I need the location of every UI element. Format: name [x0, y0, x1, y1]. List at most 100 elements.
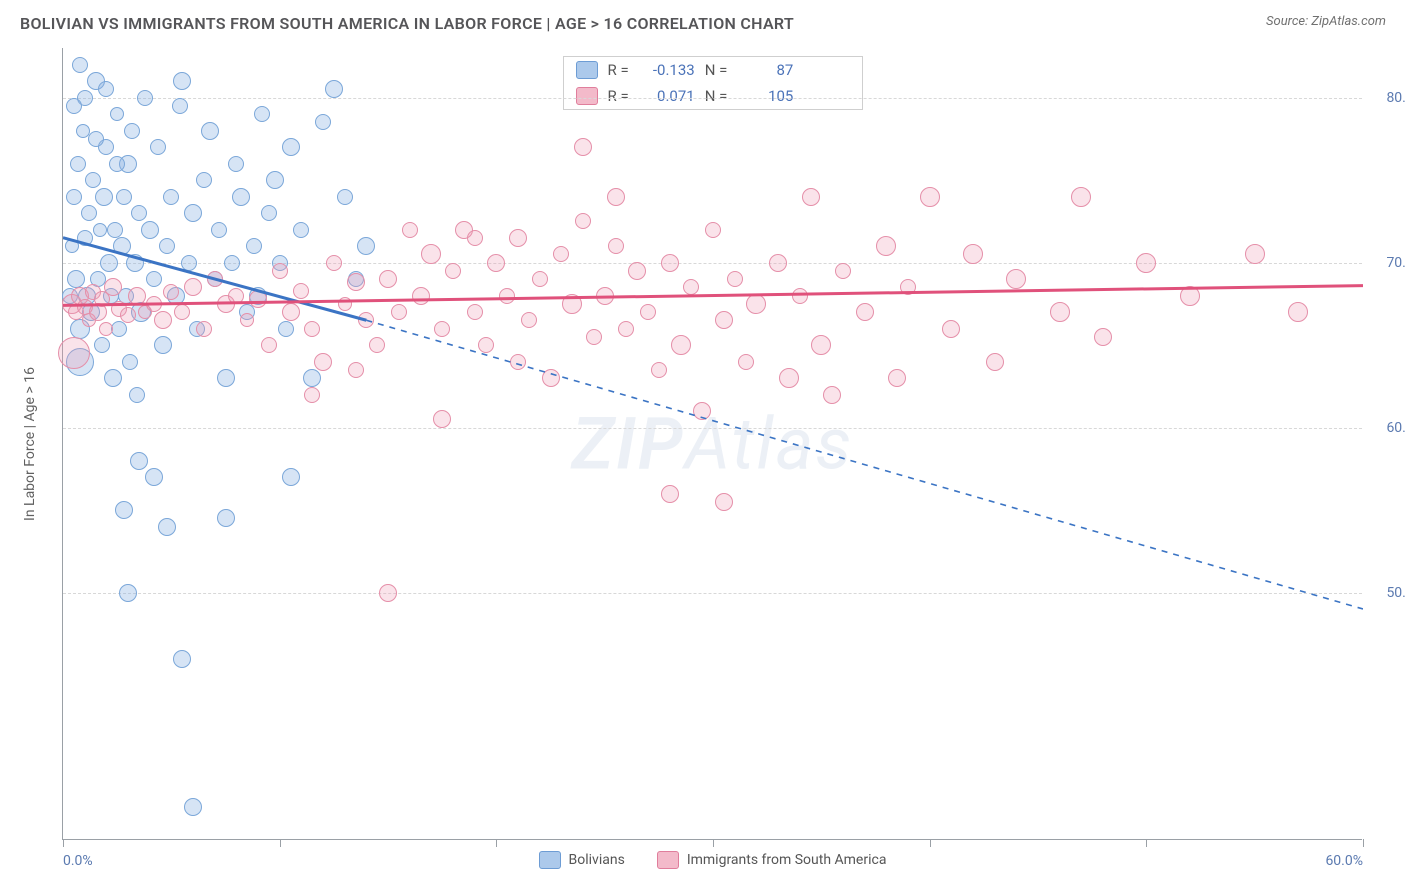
x-tick-mark — [930, 839, 931, 847]
scatter-point — [986, 353, 1004, 371]
y-tick-label: 50.0% — [1386, 585, 1406, 601]
scatter-point — [137, 90, 153, 106]
scatter-point — [173, 72, 191, 90]
scatter-point — [107, 222, 123, 238]
swatch-pink-icon — [657, 851, 679, 869]
scatter-point — [181, 255, 197, 271]
scatter-point — [120, 307, 136, 323]
scatter-point — [145, 468, 163, 486]
scatter-point — [802, 188, 820, 206]
scatter-point — [628, 262, 646, 280]
scatter-point — [746, 294, 766, 314]
scatter-point — [900, 279, 916, 295]
scatter-point — [196, 172, 212, 188]
scatter-point — [201, 122, 219, 140]
source-attribution: Source: ZipAtlas.com — [1266, 14, 1386, 29]
scatter-point — [671, 335, 691, 355]
scatter-point — [478, 337, 494, 353]
scatter-point — [779, 368, 799, 388]
scatter-point — [358, 312, 374, 328]
scatter-point — [128, 287, 146, 305]
scatter-point — [379, 584, 397, 602]
chart-title: BOLIVIAN VS IMMIGRANTS FROM SOUTH AMERIC… — [20, 14, 794, 33]
scatter-point — [266, 171, 284, 189]
scatter-point — [249, 290, 267, 308]
scatter-point — [261, 205, 277, 221]
x-tick-mark — [1363, 839, 1364, 847]
x-tick-mark — [280, 839, 281, 847]
scatter-point — [326, 255, 342, 271]
scatter-point — [146, 271, 162, 287]
scatter-point — [1180, 286, 1200, 306]
scatter-point — [542, 369, 560, 387]
plot-area: ZIPAtlas R = -0.133 N = 87 R = 0.071 N =… — [62, 48, 1362, 840]
scatter-point — [1245, 244, 1265, 264]
scatter-point — [434, 321, 450, 337]
scatter-point — [715, 493, 733, 511]
scatter-point — [325, 80, 343, 98]
scatter-point — [661, 485, 679, 503]
scatter-point — [184, 278, 202, 296]
x-tick-mark — [63, 839, 64, 847]
x-tick-label: 0.0% — [63, 853, 93, 869]
scatter-point — [122, 354, 138, 370]
y-tick-label: 70.0% — [1386, 255, 1406, 271]
scatter-point — [510, 354, 526, 370]
gridline — [63, 593, 1362, 594]
scatter-point — [347, 273, 365, 291]
scatter-point — [104, 369, 122, 387]
scatter-point — [661, 254, 679, 272]
scatter-point — [467, 304, 483, 320]
scatter-point — [131, 205, 147, 221]
scatter-point — [70, 156, 86, 172]
scatter-point — [1094, 328, 1112, 346]
scatter-point — [640, 304, 656, 320]
scatter-point — [337, 189, 353, 205]
scatter-point — [586, 329, 602, 345]
scatter-point — [693, 402, 711, 420]
scatter-point — [154, 336, 172, 354]
watermark: ZIPAtlas — [572, 401, 854, 486]
scatter-point — [196, 321, 212, 337]
x-tick-mark — [496, 839, 497, 847]
scatter-point — [769, 254, 787, 272]
scatter-point — [293, 222, 309, 238]
scatter-point — [575, 213, 591, 229]
legend-label-immigrants: Immigrants from South America — [687, 852, 887, 868]
scatter-point — [163, 189, 179, 205]
scatter-point — [173, 650, 191, 668]
scatter-point — [738, 354, 754, 370]
scatter-point — [888, 369, 906, 387]
scatter-point — [77, 230, 93, 246]
chart-container: In Labor Force | Age > 16 ZIPAtlas R = -… — [22, 48, 1362, 840]
scatter-point — [651, 362, 667, 378]
x-tick-mark — [1146, 839, 1147, 847]
x-tick-label: 60.0% — [1325, 853, 1363, 869]
scatter-point — [596, 287, 614, 305]
scatter-point — [607, 188, 625, 206]
scatter-point — [1006, 269, 1026, 289]
scatter-point — [856, 303, 874, 321]
scatter-point — [224, 255, 240, 271]
scatter-point — [412, 287, 430, 305]
scatter-point — [66, 189, 82, 205]
scatter-point — [835, 263, 851, 279]
scatter-point — [357, 237, 375, 255]
scatter-point — [683, 279, 699, 295]
scatter-point — [211, 222, 227, 238]
scatter-point — [207, 271, 223, 287]
stat-n-value-bolivians: 87 — [737, 61, 793, 79]
scatter-point — [81, 205, 97, 221]
scatter-point — [172, 98, 188, 114]
scatter-point — [94, 337, 110, 353]
scatter-point — [467, 230, 483, 246]
scatter-point — [278, 321, 294, 337]
scatter-point — [217, 509, 235, 527]
scatter-point — [124, 123, 140, 139]
scatter-point — [254, 106, 270, 122]
stat-n-label: N = — [705, 61, 728, 79]
scatter-point — [532, 271, 548, 287]
swatch-blue-icon — [576, 61, 598, 79]
scatter-point — [184, 798, 202, 816]
scatter-point — [130, 452, 148, 470]
